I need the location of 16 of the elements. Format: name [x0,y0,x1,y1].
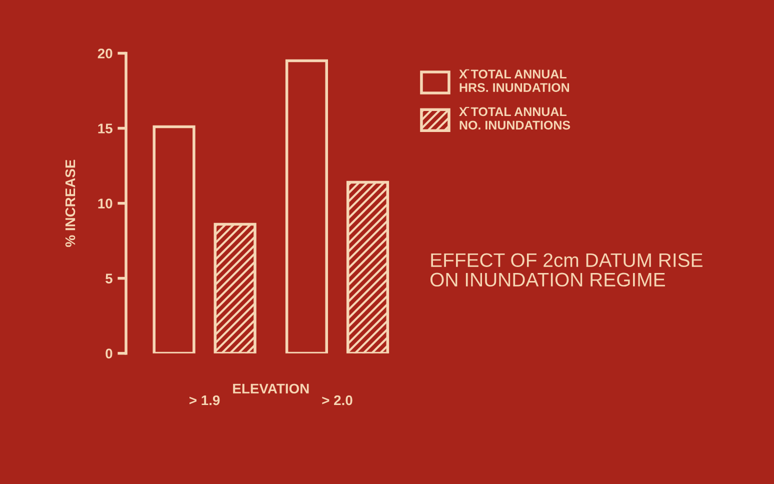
legend-label: X̄ TOTAL ANNUAL HRS. INUNDATION [459,69,570,92]
text: EFFECT OF 2cm DATUM RISE ON INUNDATION REGIME [430,253,702,287]
y-tick-label: 20 [98,48,112,58]
y-tick-label: 5 [106,274,112,284]
bar [285,59,328,354]
bar [214,222,256,354]
y-tick-label: 10 [98,198,112,208]
y-tick-label: 0 [106,348,112,358]
bar [152,125,196,354]
x-tick-label: > 2.0 [322,395,352,406]
y-tick-label: 15 [98,124,112,134]
bar [346,180,390,354]
y-axis-title: % INCREASE [65,160,76,247]
x-axis-title: ELEVATION [233,384,309,394]
x-tick-label: > 1.9 [190,395,220,406]
legend-label: X̄ TOTAL ANNUAL NO. INUNDATIONS [459,106,570,130]
